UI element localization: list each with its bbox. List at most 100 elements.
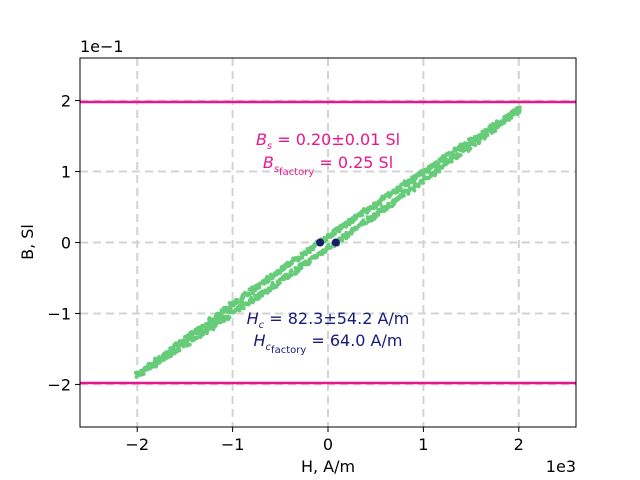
- loop-point: [278, 270, 283, 275]
- loop-point: [467, 141, 472, 146]
- hc-subscript: c: [259, 320, 265, 331]
- hc-factory-subscript: c: [266, 342, 272, 353]
- loop-point: [446, 151, 451, 156]
- loop-point: [266, 277, 271, 282]
- y-axis-offset-label: 1e−1: [80, 37, 124, 56]
- loop-point: [456, 154, 461, 159]
- loop-point: [443, 157, 448, 162]
- bs-factory-value: = 0.25 Sl: [314, 153, 393, 172]
- loop-point: [517, 110, 522, 115]
- loop-point: [416, 184, 421, 189]
- loop-point: [220, 310, 225, 315]
- loop-point: [150, 362, 155, 367]
- loop-point: [198, 327, 203, 332]
- coercive-point: [331, 238, 340, 247]
- loop-point: [441, 163, 446, 168]
- loop-point: [340, 238, 345, 243]
- bs-factory-subsubscript: factory: [279, 167, 314, 178]
- loop-point: [361, 218, 366, 223]
- y-tick-label: −1: [47, 304, 71, 323]
- grid-lines: [80, 58, 576, 427]
- loop-point: [460, 146, 465, 151]
- loop-point: [328, 245, 333, 250]
- loop-point: [235, 299, 240, 304]
- loop-point: [268, 272, 273, 277]
- loop-point: [492, 122, 497, 127]
- hysteresis-loop-points: [133, 105, 522, 379]
- loop-point: [501, 119, 506, 124]
- loop-point: [319, 252, 324, 257]
- y-tick-label: 1: [61, 163, 71, 182]
- loop-point: [289, 261, 294, 266]
- loop-point: [402, 179, 407, 184]
- loop-point: [367, 218, 372, 223]
- loop-point: [383, 193, 388, 198]
- loop-point: [307, 250, 312, 255]
- loop-point: [167, 354, 172, 359]
- loop-point: [332, 231, 337, 236]
- loop-point: [194, 335, 199, 340]
- x-tick-label: −1: [221, 435, 245, 454]
- loop-point: [277, 280, 282, 285]
- loop-point: [323, 238, 328, 243]
- saturation-lines: [80, 100, 576, 385]
- loop-point: [473, 142, 478, 147]
- loop-point: [344, 224, 349, 229]
- loop-point: [354, 216, 359, 221]
- loop-point: [311, 247, 316, 252]
- bs-measured-annotation: Bs = 0.20±0.01 Sl: [256, 130, 400, 152]
- hc-factory-annotation: Hcfactory = 64.0 A/m: [254, 331, 403, 356]
- x-tick-label: 0: [323, 435, 333, 454]
- loop-point: [517, 105, 522, 110]
- loop-point: [471, 139, 476, 144]
- bs-factory-annotation: Bsfactory = 0.25 Sl: [263, 153, 393, 178]
- loop-point: [398, 186, 403, 191]
- loop-point: [240, 299, 245, 304]
- loop-point: [378, 201, 383, 206]
- loop-point: [428, 163, 433, 168]
- loop-point: [450, 151, 455, 156]
- loop-point: [421, 180, 426, 185]
- loop-point: [373, 215, 378, 220]
- coercive-point: [316, 238, 325, 247]
- loop-point: [289, 268, 294, 273]
- loop-point: [229, 303, 234, 308]
- loop-point: [376, 212, 381, 217]
- loop-point: [307, 260, 312, 265]
- loop-point: [429, 174, 434, 179]
- y-axis-label: B, Sl: [18, 224, 37, 260]
- loop-point: [289, 272, 294, 277]
- loop-point: [240, 295, 245, 300]
- axis-ticks: −2 −1 0 1 2 −2 −1 0 1 2: [47, 92, 523, 454]
- loop-point: [247, 301, 252, 306]
- loop-point: [257, 285, 262, 290]
- loop-point: [176, 345, 181, 350]
- bs-symbol: B: [256, 130, 267, 149]
- loop-point: [449, 159, 454, 164]
- loop-point: [206, 321, 211, 326]
- hc-factory-symbol: H: [254, 331, 266, 350]
- hc-factory-value: = 64.0 A/m: [306, 331, 402, 350]
- x-axis-label: H, A/m: [301, 457, 355, 476]
- loop-point: [369, 214, 374, 219]
- loop-point: [262, 281, 267, 286]
- loop-point: [389, 191, 394, 196]
- coercive-points: [316, 238, 340, 247]
- loop-point: [299, 265, 304, 270]
- loop-point: [373, 205, 378, 210]
- loop-point: [401, 193, 406, 198]
- loop-point: [412, 188, 417, 193]
- loop-point: [506, 113, 511, 118]
- y-tick-label: 2: [61, 92, 71, 111]
- loop-point: [315, 254, 320, 259]
- loop-point: [187, 342, 192, 347]
- loop-point: [406, 178, 411, 183]
- loop-point: [380, 208, 385, 213]
- x-tick-label: −2: [125, 435, 149, 454]
- x-tick-label: 2: [514, 435, 524, 454]
- y-tick-label: 0: [61, 234, 71, 253]
- loop-point: [408, 186, 413, 191]
- loop-point: [360, 213, 365, 218]
- loop-point: [160, 357, 165, 362]
- loop-point: [153, 359, 158, 364]
